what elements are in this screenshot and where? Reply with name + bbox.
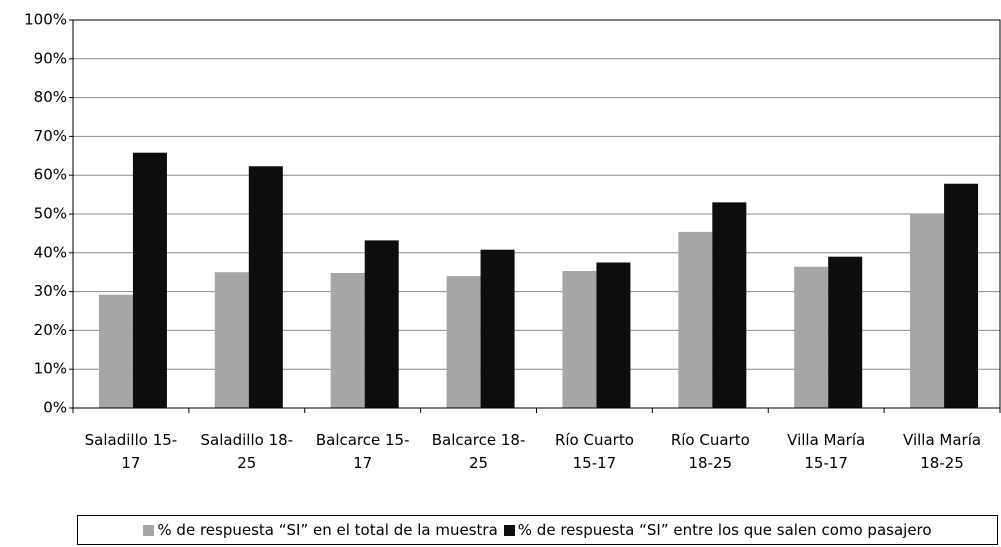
- x-tick-label: Saladillo 15-17: [84, 431, 178, 472]
- x-tick-label: Villa María 15-17: [787, 431, 866, 472]
- y-tick-label: 80%: [34, 88, 67, 106]
- bar: [248, 166, 283, 408]
- bar: [364, 240, 399, 408]
- y-tick-label: 20%: [34, 321, 67, 339]
- x-tick-label: Balcarce 15-17: [315, 431, 410, 472]
- bar: [678, 231, 713, 408]
- y-tick-label: 0%: [43, 399, 67, 417]
- bar: [828, 256, 863, 408]
- x-tick-label: Saladillo 18-25: [200, 431, 294, 472]
- y-tick-label: 100%: [24, 11, 67, 29]
- x-tick-label: Río Cuarto 18-25: [670, 431, 750, 472]
- legend-label: % de respuesta “SI” entre los que salen …: [517, 521, 932, 539]
- bar: [944, 183, 979, 408]
- bar: [562, 271, 597, 408]
- legend-swatch: [143, 524, 155, 536]
- legend-label: % de respuesta “SI” en el total de la mu…: [157, 521, 498, 539]
- x-tick-label: Río Cuarto 15-17: [554, 431, 634, 472]
- bar: [480, 249, 515, 408]
- y-tick-label: 30%: [34, 282, 67, 300]
- legend-item: % de respuesta “SI” en el total de la mu…: [143, 521, 498, 539]
- y-tick-label: 10%: [34, 360, 67, 378]
- chart: 0% 10% 20% 30% 40% 50% 60% 70% 80% 90% 100%: [24, 11, 1001, 417]
- x-tick-label: Balcarce 18-25: [431, 431, 526, 472]
- bar: [98, 294, 133, 408]
- bar: [794, 266, 829, 408]
- y-tick-label: 40%: [34, 243, 67, 261]
- legend-item: % de respuesta “SI” entre los que salen …: [503, 521, 932, 539]
- y-tick-label: 60%: [34, 166, 67, 184]
- bar: [596, 262, 631, 408]
- x-tick-label: Villa María 18-25: [903, 431, 982, 472]
- y-tick-label: 90%: [34, 49, 67, 67]
- bar: [910, 214, 945, 408]
- bar: [712, 202, 747, 408]
- legend-swatch: [503, 524, 515, 536]
- y-tick-label: 50%: [34, 205, 67, 223]
- bar: [330, 272, 365, 408]
- legend: % de respuesta “SI” en el total de la mu…: [77, 515, 998, 545]
- bar: [214, 272, 249, 408]
- bar: [446, 276, 481, 408]
- y-tick-label: 70%: [34, 127, 67, 145]
- bar: [132, 152, 167, 408]
